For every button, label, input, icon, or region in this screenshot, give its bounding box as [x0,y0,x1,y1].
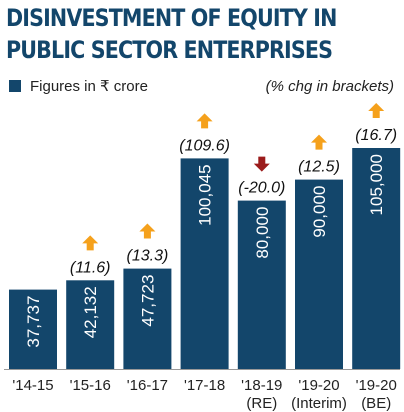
x-tick-label-6-0: '19-20 [356,377,397,394]
x-tick-label-6-1: (BE) [361,395,391,412]
legend-label: Figures in ₹ crore [30,78,148,95]
pct-change-label-2: (13.3) [127,248,169,265]
bar-0 [9,289,57,369]
up-arrow-icon-5 [311,134,327,150]
up-arrow-icon-3 [196,113,213,129]
pct-change-label-4: (-20.0) [238,180,285,197]
bar-value-label-1: 42,132 [81,286,100,338]
x-tick-label-4-0: '18-19 [241,377,282,394]
bar-value-label-5: 90,000 [310,186,329,238]
bar-6 [352,148,401,369]
up-arrow-icon-1 [82,235,99,251]
bars-group: 37,737 '14-15 42,132 (11.6) '15-16 47,723 (13.… [4,103,401,412]
x-tick-label-4-1: (RE) [246,395,277,412]
x-tick-label-5-0: '19-20 [298,377,339,394]
pct-change-label-3: (109.6) [179,137,230,154]
legend-note: (% chg in brackets) [266,78,394,95]
bar-5 [295,179,343,369]
bar-3 [180,158,229,369]
x-tick-label-0-0: '14-15 [12,377,53,394]
legend-swatch [9,80,21,92]
bar-value-label-4: 80,000 [253,207,272,259]
bar-value-label-2: 47,723 [138,275,157,327]
x-tick-label-3-0: '17-18 [184,377,225,394]
bar-2 [123,268,172,369]
chart-title: DISINVESTMENT OF EQUITY IN PUBLIC SECTOR… [6,4,337,64]
x-tick-label-2-0: '16-17 [127,377,168,394]
down-arrow-icon-4 [253,156,270,172]
up-arrow-icon-2 [139,223,156,239]
x-tick-label-1-0: '15-16 [70,377,111,394]
pct-change-label-6: (16.7) [355,127,397,144]
bar-value-label-0: 37,737 [24,296,43,348]
bar-value-label-3: 100,045 [196,164,215,225]
bar-value-label-6: 105,000 [367,154,386,215]
up-arrow-icon-6 [368,103,385,118]
pct-change-label-5: (12.5) [298,159,340,176]
bar-1 [66,280,115,369]
x-tick-label-5-1: (Interim) [291,395,347,412]
bar-4 [237,200,286,369]
pct-change-label-1: (11.6) [70,259,111,276]
